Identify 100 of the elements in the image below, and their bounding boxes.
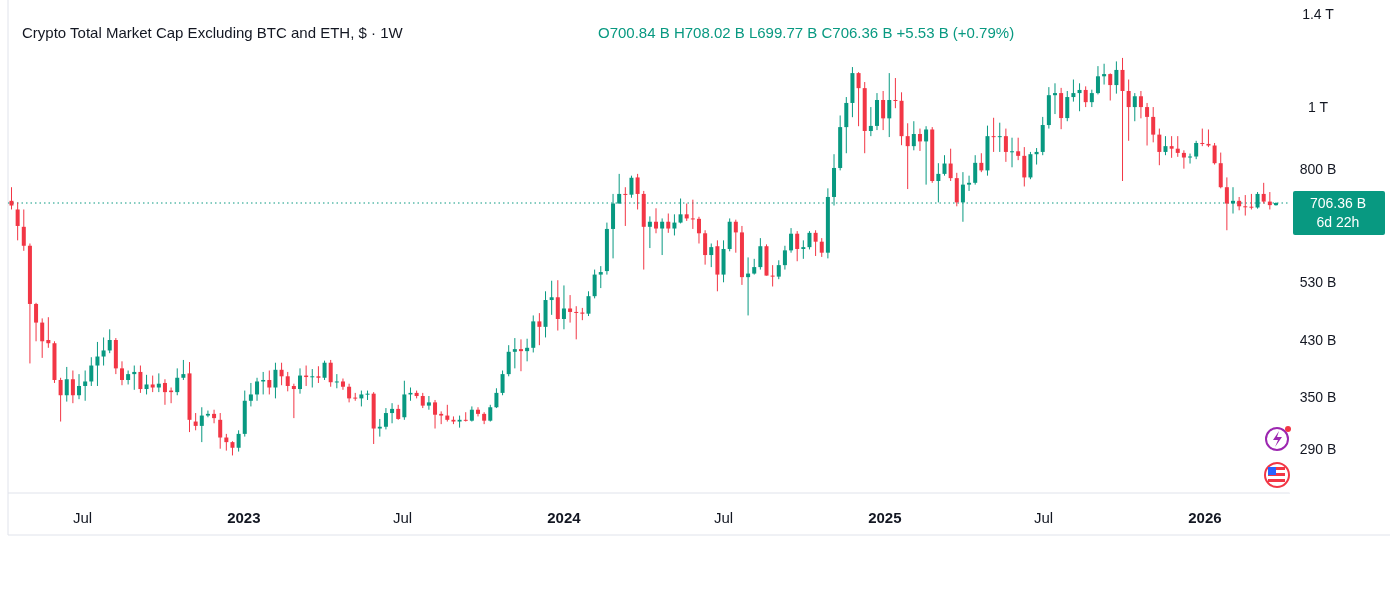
y-tick-label: 530 B <box>1299 274 1337 291</box>
candlestick <box>340 378 345 391</box>
candlestick <box>402 380 407 421</box>
candlestick <box>58 377 63 423</box>
candlestick <box>1120 57 1125 182</box>
candlestick <box>942 154 947 177</box>
candlestick <box>1175 135 1180 158</box>
candlestick <box>175 367 180 396</box>
ref-line-label: 706.36 B <box>1309 195 1367 212</box>
candlestick <box>561 284 566 330</box>
candlestick <box>144 374 149 395</box>
candlestick <box>347 383 352 403</box>
y-tick-label: 800 B <box>1299 160 1337 177</box>
candlestick <box>1188 153 1193 165</box>
candlestick <box>433 399 438 430</box>
candlestick <box>156 372 161 393</box>
y-tick-label: 1 T <box>1308 99 1329 116</box>
candlestick <box>623 186 628 227</box>
candlestick <box>1077 82 1082 112</box>
candlestick <box>236 429 241 453</box>
candlestick <box>635 173 640 210</box>
candlestick <box>997 122 1002 153</box>
candlestick <box>1261 182 1266 205</box>
candlestick <box>500 370 505 396</box>
candlestick <box>905 122 910 190</box>
candlestick <box>574 305 579 340</box>
candlestick <box>789 227 794 254</box>
candlestick <box>893 77 898 109</box>
candlestick <box>83 370 88 402</box>
candlestick <box>70 370 75 404</box>
candlestick <box>1224 176 1229 231</box>
candlestick <box>322 360 327 381</box>
candlestick <box>390 402 395 424</box>
candlestick <box>1028 151 1033 180</box>
candlestick <box>512 337 517 369</box>
candlestick <box>1071 79 1076 103</box>
candlestick <box>672 213 677 236</box>
x-tick-label: Jul <box>1034 509 1054 526</box>
candlestick <box>21 208 26 252</box>
candlestick <box>709 242 714 268</box>
candlestick <box>991 117 996 153</box>
candlestick <box>1016 137 1021 161</box>
y-tick-label: 430 B <box>1299 332 1337 348</box>
candlestick <box>801 239 806 260</box>
x-tick-label: Jul <box>72 509 93 526</box>
candlestick <box>758 237 763 271</box>
candlestick <box>273 362 278 399</box>
candlestick <box>948 148 953 182</box>
candlestick <box>733 219 738 254</box>
candlestick <box>126 370 131 385</box>
candlestick <box>1237 196 1242 211</box>
candlestick <box>383 407 388 430</box>
candlestick <box>328 359 333 388</box>
candlestick <box>248 382 253 407</box>
candlestick <box>1083 85 1088 108</box>
candlestick <box>310 368 315 388</box>
candlestick <box>181 359 186 381</box>
candlestick <box>696 216 701 244</box>
candlestick <box>34 302 39 342</box>
candlestick <box>1022 146 1027 187</box>
y-tick-label: 350 B <box>1299 388 1337 405</box>
candlestick <box>267 370 272 395</box>
candlestick <box>476 406 481 417</box>
y-tick-label: 1.4 T <box>1302 6 1335 23</box>
candlestick <box>647 215 652 249</box>
candlestick <box>107 328 112 354</box>
candlestick <box>660 217 665 256</box>
candlestick <box>40 317 45 359</box>
candlestick <box>334 373 339 389</box>
candlestick <box>911 120 916 151</box>
candlestick <box>973 154 978 186</box>
x-tick-label: Jul <box>393 509 413 526</box>
candlestick <box>1231 186 1235 215</box>
candlestick <box>967 175 972 192</box>
candlestick <box>703 229 708 266</box>
candlestick <box>881 90 886 131</box>
candlestick <box>9 186 14 210</box>
candlestick <box>525 338 530 362</box>
candlestick <box>494 387 499 409</box>
candlestick <box>279 362 284 386</box>
candlestick <box>95 341 100 387</box>
candlestick <box>598 265 603 289</box>
candlestick <box>1243 194 1248 217</box>
candlestick <box>1132 92 1137 122</box>
candlestick <box>1138 90 1143 119</box>
x-tick-label: Jul <box>713 509 734 526</box>
y-tick-label: 290 B <box>1299 440 1337 457</box>
candlestick <box>537 312 542 346</box>
candlestick <box>199 406 204 443</box>
candlestick <box>549 280 554 316</box>
candlestick <box>46 316 51 349</box>
candlestick <box>1145 102 1150 147</box>
candlestick <box>666 213 671 234</box>
candlestick <box>1169 135 1174 159</box>
candlestick <box>868 106 873 137</box>
candlestick <box>218 412 223 450</box>
candlestick <box>1108 72 1113 102</box>
candlestick <box>690 199 695 230</box>
candlestick <box>924 125 929 186</box>
candlestick <box>1065 90 1070 122</box>
